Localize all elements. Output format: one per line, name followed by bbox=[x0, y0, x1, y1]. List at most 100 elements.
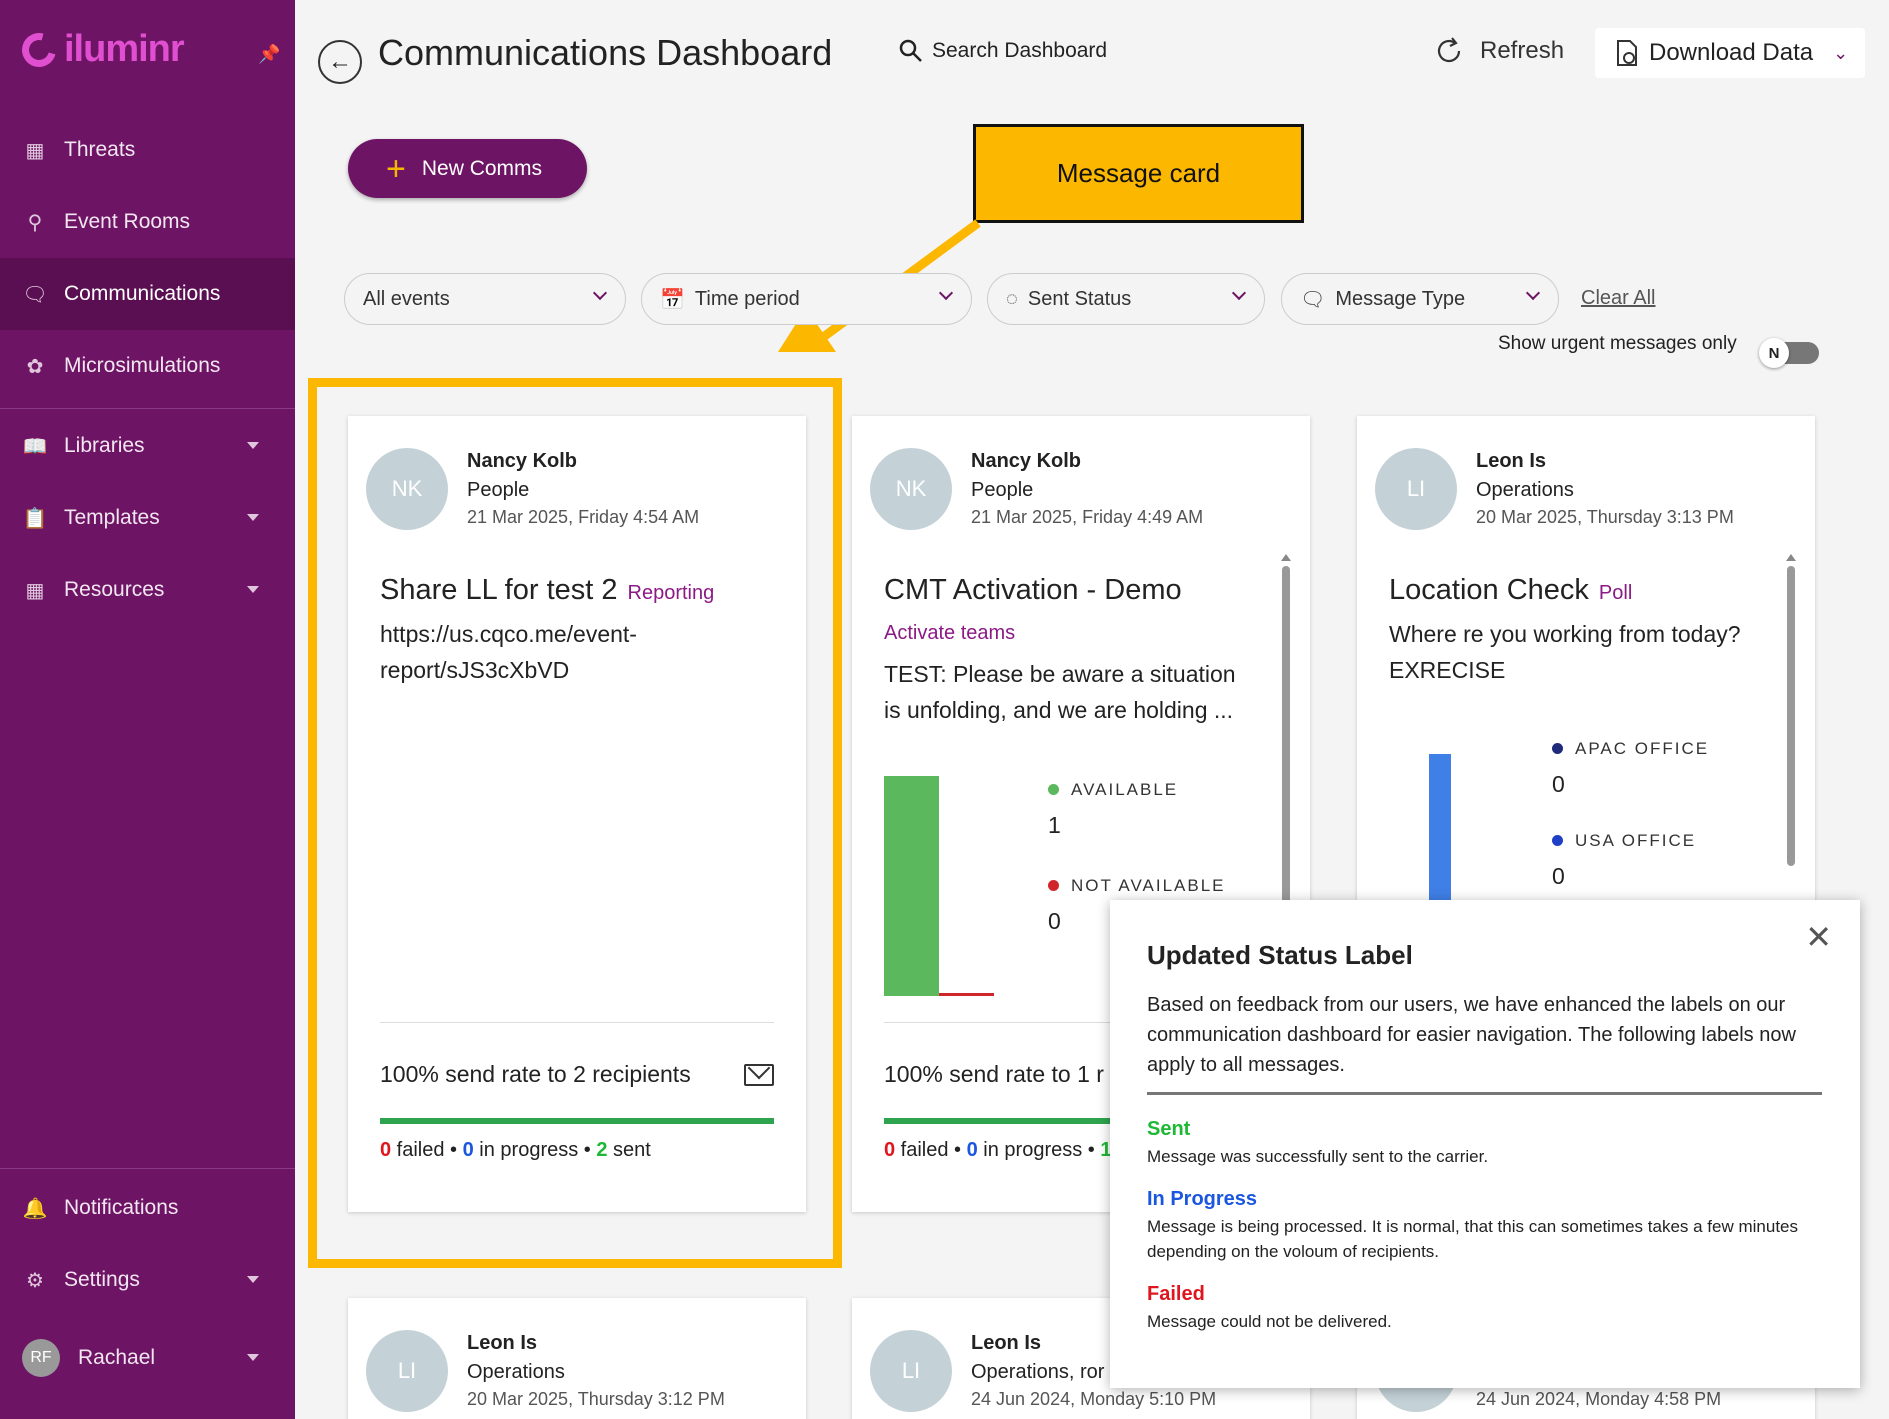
card-author: Nancy Kolb bbox=[467, 450, 578, 472]
sent-status-label: Sent Status bbox=[1027, 287, 1132, 310]
card-date: 20 Mar 2025, Thursday 3:12 PM bbox=[467, 1389, 725, 1409]
events-filter[interactable]: All events bbox=[344, 273, 626, 325]
card-date: 21 Mar 2025, Friday 4:54 AM bbox=[467, 507, 700, 527]
message-card[interactable]: NK Nancy Kolb People 21 Mar 2025, Friday… bbox=[852, 416, 1310, 1212]
chevron-down-icon bbox=[938, 285, 954, 301]
popup-description: Based on feedback from our users, we hav… bbox=[1147, 994, 1796, 1076]
avatar: LI bbox=[1375, 448, 1457, 530]
scroll-up-icon[interactable] bbox=[1281, 554, 1291, 561]
message-type-filter[interactable]: 🗨 Message Type bbox=[1281, 273, 1559, 325]
legend-text: AVAILABLE bbox=[1071, 780, 1179, 799]
refresh-button[interactable]: Refresh bbox=[1432, 34, 1564, 68]
time-period-filter[interactable]: 📅 Time period bbox=[641, 273, 972, 325]
sidebar-item-templates[interactable]: 📋 Templates bbox=[0, 482, 295, 554]
chevron-down-icon bbox=[1231, 285, 1247, 301]
legend-dot bbox=[1048, 880, 1059, 891]
sidebar-item-settings[interactable]: ⚙ Settings bbox=[0, 1244, 295, 1316]
sidebar-item-notifications[interactable]: 🔔 Notifications bbox=[0, 1172, 295, 1244]
legend-label: AVAILABLE bbox=[1048, 780, 1178, 800]
card-scrollbar[interactable] bbox=[1787, 566, 1795, 866]
card-group: Operations, ror bbox=[971, 1361, 1105, 1383]
card-body-line: TEST: Please be aware a situation bbox=[884, 661, 1236, 687]
legend-label: USA OFFICE bbox=[1552, 831, 1696, 851]
card-type-tag: Reporting bbox=[627, 582, 715, 604]
sidebar-item-communications[interactable]: 🗨 Communications bbox=[0, 258, 295, 330]
events-filter-value: All events bbox=[363, 287, 450, 310]
time-period-label: Time period bbox=[694, 287, 800, 310]
legend-value: 0 bbox=[1552, 771, 1565, 797]
sidebar-item-label: Templates bbox=[64, 506, 160, 529]
sidebar-item-label: Settings bbox=[64, 1268, 140, 1291]
legend-label: NOT AVAILABLE bbox=[1048, 876, 1226, 896]
send-progress-bar bbox=[884, 1118, 1278, 1124]
search-dashboard-button[interactable]: Search Dashboard bbox=[898, 38, 1107, 64]
clear-all-link[interactable]: Clear All bbox=[1581, 287, 1656, 309]
legend-value: 1 bbox=[1048, 812, 1061, 838]
legend-value: 0 bbox=[1552, 863, 1565, 889]
clipboard-icon: 📋 bbox=[22, 507, 48, 530]
card-date: 24 Jun 2024, Monday 5:10 PM bbox=[971, 1389, 1217, 1409]
puzzle-icon: ✿ bbox=[26, 355, 44, 378]
sidebar-item-label: Notifications bbox=[64, 1196, 179, 1219]
sidebar-divider bbox=[0, 408, 295, 409]
response-chart bbox=[884, 776, 994, 996]
legend-dot bbox=[1048, 784, 1059, 795]
download-data-button[interactable]: Download Data ⌄ bbox=[1595, 28, 1865, 78]
envelope-icon[interactable] bbox=[744, 1064, 774, 1086]
pin-icon[interactable]: 📌 bbox=[258, 44, 281, 64]
card-date: 20 Mar 2025, Thursday 3:13 PM bbox=[1476, 507, 1734, 527]
legend-text: APAC OFFICE bbox=[1575, 739, 1710, 758]
failed-count: 0 bbox=[884, 1139, 896, 1161]
card-date: 24 Jun 2024, Monday 4:58 PM bbox=[1476, 1389, 1722, 1409]
new-comms-label: New Comms bbox=[421, 156, 543, 180]
new-comms-button[interactable]: + New Comms bbox=[348, 139, 587, 198]
card-title-text: Location Check bbox=[1389, 574, 1589, 606]
chat-gear-icon: 🗨 bbox=[22, 283, 48, 306]
sidebar-item-label: Communications bbox=[64, 282, 221, 305]
card-body-line: Where re you working from today? bbox=[1389, 621, 1741, 647]
location-pin-icon: ⚲ bbox=[27, 211, 43, 234]
card-title: Location Check Poll bbox=[1389, 574, 1632, 607]
brand-name: iluminr bbox=[64, 28, 185, 70]
sidebar-item-libraries[interactable]: 📖 Libraries bbox=[0, 410, 295, 482]
status-failed-label: Failed bbox=[1147, 1283, 1205, 1305]
legend-value: 0 bbox=[1048, 908, 1061, 934]
message-card[interactable]: LI Leon Is Operations 20 Mar 2025, Thurs… bbox=[348, 1298, 806, 1419]
calendar-icon: 📅 bbox=[660, 288, 685, 311]
speech-bubble-icon: 🗨 bbox=[1300, 288, 1326, 311]
legend-dot bbox=[1552, 835, 1563, 846]
urgent-toggle[interactable]: N bbox=[1759, 338, 1819, 368]
back-button[interactable]: ← bbox=[318, 40, 362, 84]
file-download-icon bbox=[1617, 40, 1637, 66]
sidebar-item-threats[interactable]: ▦ Threats bbox=[0, 114, 295, 186]
legend-label: APAC OFFICE bbox=[1552, 739, 1709, 759]
send-progress-bar bbox=[380, 1118, 774, 1124]
grid-icon: ▦ bbox=[25, 579, 45, 602]
toggle-knob: N bbox=[1759, 338, 1789, 368]
card-group: People bbox=[467, 479, 530, 501]
card-scrollbar[interactable] bbox=[1282, 566, 1290, 1016]
sent-count: 2 bbox=[596, 1139, 608, 1161]
scroll-up-icon[interactable] bbox=[1786, 554, 1796, 561]
sidebar-item-resources[interactable]: ▦ Resources bbox=[0, 554, 295, 626]
delivery-stats: 0 failed • 0 in progress • 2 sent bbox=[380, 1139, 651, 1161]
card-title: Share LL for test 2 Reporting bbox=[380, 574, 714, 607]
message-type-label: Message Type bbox=[1335, 287, 1466, 310]
close-icon[interactable]: ✕ bbox=[1805, 919, 1832, 955]
delivery-stats: 0 failed • 0 in progress • 1 bbox=[884, 1139, 1112, 1161]
search-label: Search Dashboard bbox=[932, 39, 1108, 62]
failed-count: 0 bbox=[380, 1139, 392, 1161]
chevron-down-icon: ⌄ bbox=[1833, 42, 1849, 63]
user-menu[interactable]: RF Rachael bbox=[0, 1322, 295, 1394]
sidebar-item-event-rooms[interactable]: ⚲ Event Rooms bbox=[0, 186, 295, 258]
brand-logo[interactable]: iluminr bbox=[15, 26, 185, 73]
in-progress-count: 0 bbox=[966, 1139, 978, 1161]
avatar: RF bbox=[22, 1339, 60, 1377]
sidebar-item-microsimulations[interactable]: ✿ Microsimulations bbox=[0, 330, 295, 402]
sent-status-filter[interactable]: ◌ Sent Status bbox=[987, 273, 1265, 325]
avatar: NK bbox=[870, 448, 952, 530]
message-card[interactable]: NK Nancy Kolb People 21 Mar 2025, Friday… bbox=[348, 416, 806, 1212]
popup-title: Updated Status Label bbox=[1147, 940, 1413, 970]
sent-count: 1 bbox=[1100, 1139, 1112, 1161]
user-name: Rachael bbox=[78, 1346, 156, 1369]
